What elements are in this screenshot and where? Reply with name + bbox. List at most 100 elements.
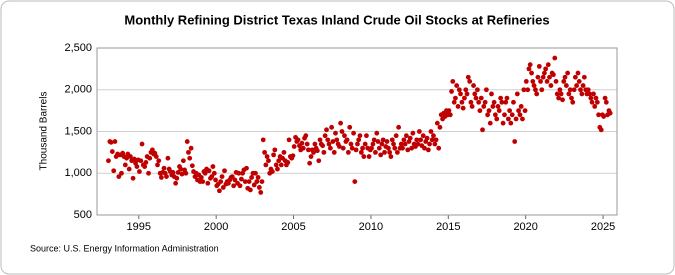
data-point	[220, 185, 226, 190]
data-point	[539, 87, 545, 93]
data-point	[530, 79, 536, 84]
data-point	[259, 179, 265, 185]
data-point	[139, 141, 145, 147]
data-point	[547, 74, 552, 80]
y-tick-label: 1,500	[64, 125, 92, 137]
data-point	[338, 120, 343, 126]
data-point	[400, 145, 405, 151]
data-point	[521, 87, 527, 93]
data-point	[314, 148, 320, 154]
data-point	[348, 141, 354, 147]
data-point	[173, 180, 179, 186]
data-point	[569, 95, 574, 101]
data-point	[523, 79, 529, 84]
data-point	[507, 108, 512, 114]
data-point	[529, 70, 534, 76]
data-point	[458, 91, 463, 97]
data-point	[379, 141, 385, 147]
data-point	[503, 99, 509, 105]
data-point	[570, 99, 576, 105]
data-point	[303, 133, 309, 139]
data-point	[517, 112, 523, 118]
data-point	[486, 108, 492, 114]
data-point	[119, 170, 124, 176]
data-point	[210, 164, 216, 169]
data-point	[403, 133, 409, 139]
data-point	[550, 72, 556, 78]
data-point	[402, 141, 408, 147]
data-point	[560, 97, 565, 103]
data-point	[357, 133, 363, 139]
data-point	[495, 104, 501, 109]
data-point	[514, 91, 520, 97]
data-point	[290, 153, 296, 159]
data-point	[142, 164, 148, 169]
data-point	[324, 127, 329, 133]
data-point	[307, 160, 313, 166]
data-point	[436, 145, 442, 151]
data-point	[591, 91, 596, 97]
data-point	[548, 83, 554, 88]
y-tick-label: 2,500	[64, 42, 92, 54]
data-point	[306, 147, 311, 153]
data-point	[158, 175, 164, 180]
data-point	[222, 168, 227, 174]
chart-title: Monthly Refining District Texas Inland C…	[124, 12, 549, 27]
data-point	[331, 149, 337, 155]
data-point	[371, 137, 377, 143]
data-point	[478, 95, 484, 101]
data-point	[126, 166, 132, 172]
data-point	[108, 139, 114, 145]
data-point	[109, 149, 115, 154]
data-point	[253, 170, 258, 176]
data-point	[347, 124, 353, 130]
data-point	[522, 108, 528, 114]
data-point	[520, 116, 525, 122]
data-point	[247, 187, 253, 193]
data-point	[295, 137, 301, 143]
data-point	[446, 108, 452, 114]
data-point	[562, 74, 568, 80]
data-point	[161, 165, 167, 171]
data-point	[567, 87, 573, 93]
data-point	[572, 74, 578, 80]
data-point	[429, 137, 435, 143]
data-point	[575, 70, 581, 76]
data-point	[581, 74, 587, 80]
data-point	[349, 145, 355, 151]
data-point	[483, 87, 489, 93]
data-point	[320, 143, 326, 149]
data-point	[462, 95, 467, 101]
data-point	[131, 156, 137, 162]
data-point	[508, 120, 514, 126]
x-tick-label: 2000	[204, 221, 228, 233]
data-point	[255, 175, 261, 180]
data-point	[494, 116, 500, 122]
data-point	[353, 147, 359, 153]
data-point	[398, 141, 404, 147]
data-point	[374, 130, 380, 136]
data-point	[339, 129, 345, 134]
data-point	[463, 87, 469, 93]
data-point	[574, 83, 580, 88]
data-point	[272, 147, 278, 153]
data-point	[594, 99, 600, 105]
data-point	[502, 112, 507, 118]
data-point	[236, 170, 242, 176]
data-point	[271, 152, 276, 158]
data-point	[535, 74, 541, 80]
data-point	[427, 141, 432, 147]
data-point	[106, 158, 111, 164]
data-point	[180, 158, 186, 164]
data-point	[533, 87, 538, 93]
data-point	[459, 99, 465, 105]
data-point	[146, 170, 151, 176]
data-point	[434, 120, 440, 126]
plot-border	[96, 47, 618, 216]
data-point	[138, 158, 144, 164]
data-point	[518, 104, 524, 109]
data-point	[206, 168, 212, 174]
data-point	[473, 95, 479, 101]
